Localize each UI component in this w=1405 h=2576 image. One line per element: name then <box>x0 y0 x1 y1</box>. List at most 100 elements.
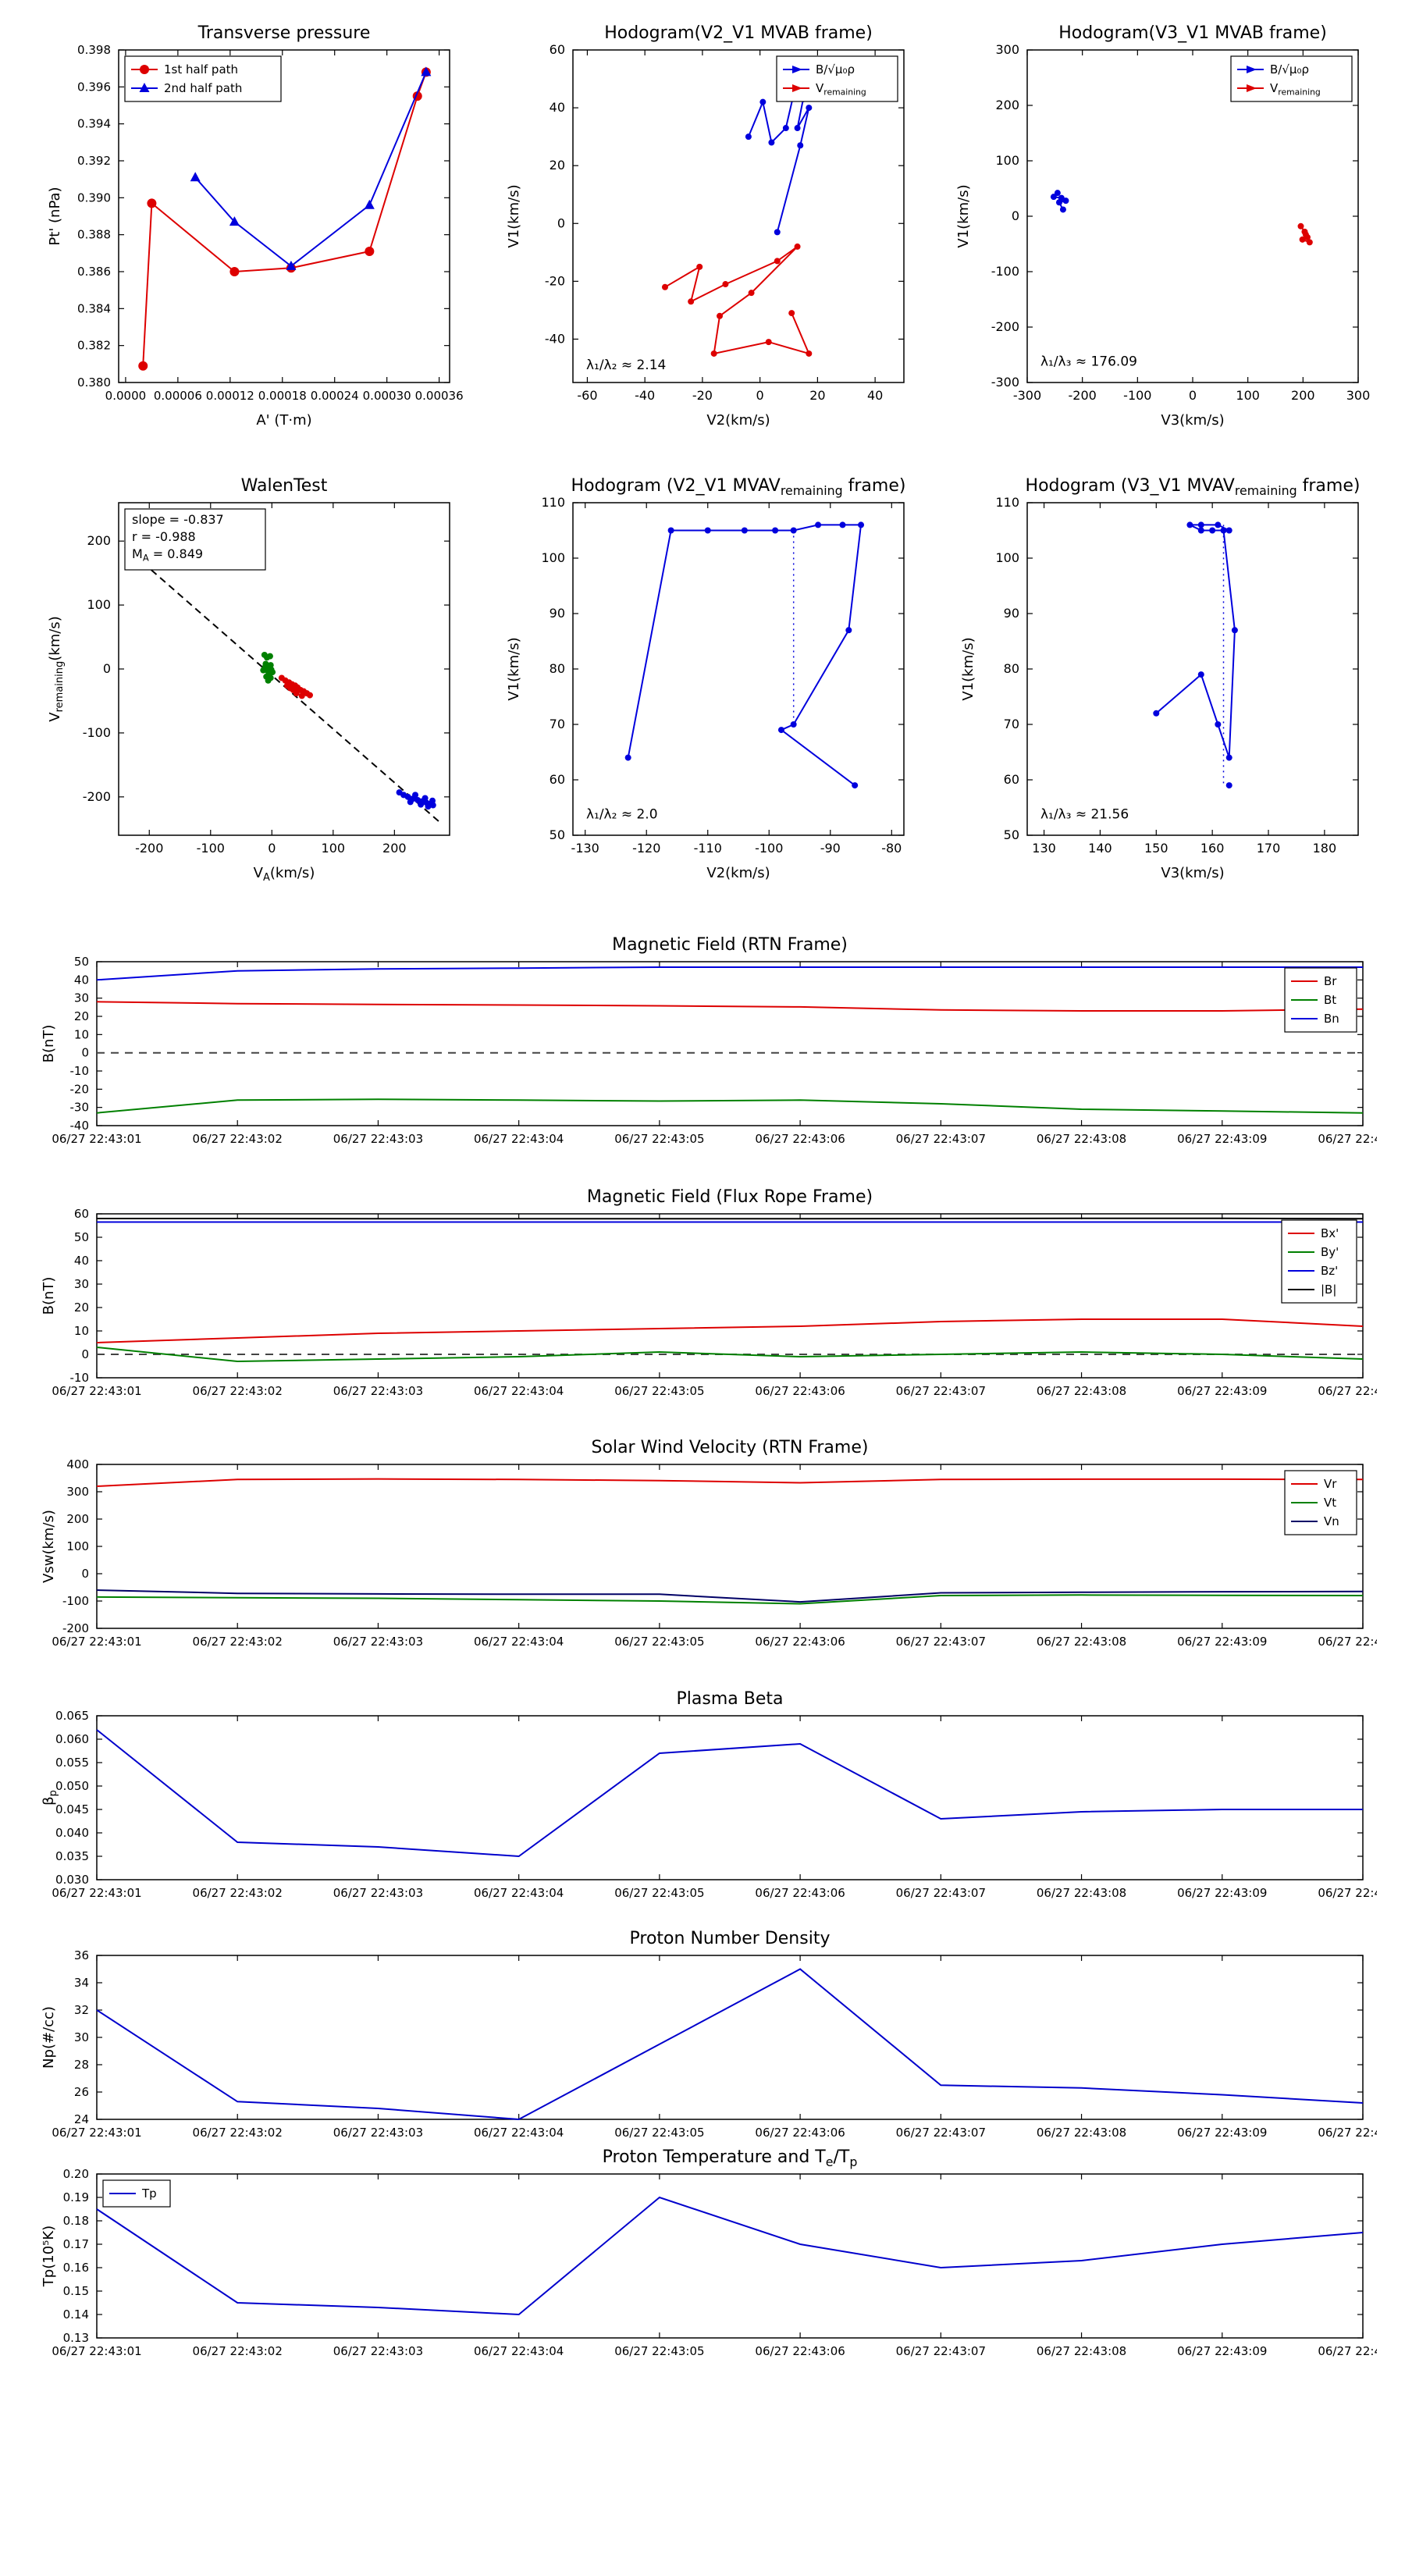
svg-text:100: 100 <box>87 597 111 612</box>
chart-svg: 06/27 22:43:01 06/27 22:43:02 06/27 22:43:… <box>41 2147 1377 2358</box>
svg-text:0: 0 <box>557 215 565 230</box>
svg-text:V1(km/s): V1(km/s) <box>506 637 522 700</box>
svg-text:150: 150 <box>1144 841 1168 856</box>
svg-text:06/27 22:43:08: 06/27 22:43:08 <box>1037 1132 1126 1146</box>
svg-text:50: 50 <box>1004 827 1019 842</box>
svg-text:06/27 22:43:07: 06/27 22:43:07 <box>896 1384 986 1398</box>
svg-text:0.386: 0.386 <box>77 265 111 279</box>
svg-text:06/27 22:43:02: 06/27 22:43:02 <box>193 2344 283 2358</box>
svg-text:Vr: Vr <box>1324 1477 1337 1491</box>
svg-text:20: 20 <box>74 1009 89 1023</box>
plasma-beta-panel: 06/27 22:43:01 06/27 22:43:02 06/27 22:43:… <box>28 1685 1377 1919</box>
svg-text:0.14: 0.14 <box>63 2307 89 2322</box>
svg-text:Bx': Bx' <box>1321 1226 1339 1240</box>
svg-text:60: 60 <box>1004 772 1019 787</box>
svg-text:06/27 22:43:05: 06/27 22:43:05 <box>614 2344 704 2358</box>
svg-text:|B|: |B| <box>1321 1283 1336 1297</box>
svg-text:-80: -80 <box>881 841 902 856</box>
chart-svg: 06/27 22:43:01 06/27 22:43:02 06/27 22:43:… <box>41 935 1377 1146</box>
svg-text:06/27 22:43:10: 06/27 22:43:10 <box>1318 1635 1377 1649</box>
svg-text:0.392: 0.392 <box>77 154 111 168</box>
svg-text:0.380: 0.380 <box>77 375 111 390</box>
svg-text:0.394: 0.394 <box>77 117 111 131</box>
svg-text:0.030: 0.030 <box>55 1873 89 1887</box>
svg-text:06/27 22:43:06: 06/27 22:43:06 <box>755 1635 845 1649</box>
svg-text:60: 60 <box>74 1207 89 1221</box>
svg-text:0.390: 0.390 <box>77 190 111 205</box>
chart-svg: -300 -200 -100 0 100 200 300 -300 -200 -100 0 100 20… <box>955 23 1370 429</box>
svg-text:06/27 22:43:04: 06/27 22:43:04 <box>474 2126 564 2140</box>
svg-text:100: 100 <box>322 841 346 856</box>
svg-text:34: 34 <box>74 1976 89 1990</box>
chart-svg: 130 140 150 160 170 180 50 60 70 80 90 100 110 Hodogr… <box>960 476 1360 881</box>
svg-text:Magnetic Field (RTN Frame): Magnetic Field (RTN Frame) <box>612 935 848 955</box>
svg-text:V3(km/s): V3(km/s) <box>1161 865 1224 881</box>
svg-text:V2(km/s): V2(km/s) <box>706 412 770 429</box>
svg-text:-100: -100 <box>991 264 1019 279</box>
walen-test-plot: -200 -100 0 100 200 -200 -100 0 100 200 WalenTest V… <box>31 462 468 890</box>
svg-text:06/27 22:43:04: 06/27 22:43:04 <box>474 1384 564 1398</box>
svg-text:-30: -30 <box>70 1101 90 1115</box>
svg-text:06/27 22:43:04: 06/27 22:43:04 <box>474 1132 564 1146</box>
svg-text:0.19: 0.19 <box>63 2190 89 2204</box>
svg-text:06/27 22:43:05: 06/27 22:43:05 <box>614 1635 704 1649</box>
magnetic-field-rtn-panel: 06/27 22:43:01 06/27 22:43:02 06/27 22:43:… <box>28 930 1377 1165</box>
svg-text:10: 10 <box>74 1027 89 1041</box>
svg-text:slope = -0.837: slope = -0.837 <box>132 512 224 527</box>
svg-text:06/27 22:43:05: 06/27 22:43:05 <box>614 1132 704 1146</box>
svg-text:80: 80 <box>550 661 565 676</box>
svg-text:-40: -40 <box>635 388 655 403</box>
svg-text:06/27 22:43:03: 06/27 22:43:03 <box>333 1132 423 1146</box>
svg-text:V2(km/s): V2(km/s) <box>706 865 770 881</box>
svg-text:06/27 22:43:01: 06/27 22:43:01 <box>52 1635 141 1649</box>
chart-svg: -130 -120 -110 -100 -90 -80 50 60 70 80 90 100 110 Ho… <box>506 476 905 881</box>
svg-text:130: 130 <box>1032 841 1056 856</box>
svg-text:06/27 22:43:02: 06/27 22:43:02 <box>193 2126 283 2140</box>
magnetic-field-flux-rope-panel: 06/27 22:43:01 06/27 22:43:02 06/27 22:43:… <box>28 1183 1377 1417</box>
svg-text:0.20: 0.20 <box>63 2167 89 2181</box>
svg-text:06/27 22:43:01: 06/27 22:43:01 <box>52 1132 141 1146</box>
proton-temperature-panel: 06/27 22:43:01 06/27 22:43:02 06/27 22:43:… <box>28 2143 1377 2377</box>
svg-text:-130: -130 <box>571 841 599 856</box>
svg-text:36: 36 <box>74 1948 89 1962</box>
svg-text:0.18: 0.18 <box>63 2214 89 2228</box>
svg-text:90: 90 <box>550 606 565 621</box>
svg-text:Vremaining: Vremaining <box>816 81 866 97</box>
proton-number-density-panel: 06/27 22:43:01 06/27 22:43:02 06/27 22:43:… <box>28 1924 1377 2158</box>
svg-text:06/27 22:43:03: 06/27 22:43:03 <box>333 2344 423 2358</box>
svg-text:40: 40 <box>867 388 883 403</box>
svg-text:1st half path: 1st half path <box>164 62 238 76</box>
svg-text:Vsw(km/s): Vsw(km/s) <box>41 1510 57 1583</box>
svg-text:Br: Br <box>1324 974 1337 988</box>
svg-text:06/27 22:43:08: 06/27 22:43:08 <box>1037 1635 1126 1649</box>
svg-text:06/27 22:43:07: 06/27 22:43:07 <box>896 1635 986 1649</box>
svg-text:0.050: 0.050 <box>55 1779 89 1793</box>
svg-text:60: 60 <box>550 42 565 57</box>
svg-text:06/27 22:43:03: 06/27 22:43:03 <box>333 2126 423 2140</box>
svg-text:06/27 22:43:01: 06/27 22:43:01 <box>52 1384 141 1398</box>
svg-text:70: 70 <box>1004 717 1019 731</box>
svg-text:06/27 22:43:05: 06/27 22:43:05 <box>614 2126 704 2140</box>
svg-text:-300: -300 <box>1013 388 1041 403</box>
svg-text:06/27 22:43:09: 06/27 22:43:09 <box>1177 2344 1267 2358</box>
svg-text:-10: -10 <box>70 1371 90 1385</box>
svg-text:30: 30 <box>74 2030 89 2044</box>
svg-text:-40: -40 <box>70 1119 90 1133</box>
svg-text:06/27 22:43:05: 06/27 22:43:05 <box>614 1886 704 1900</box>
svg-text:λ₁/λ₂ ≈ 2.14: λ₁/λ₂ ≈ 2.14 <box>586 358 666 373</box>
svg-text:Vremaining(km/s): Vremaining(km/s) <box>47 616 66 721</box>
svg-text:06/27 22:43:07: 06/27 22:43:07 <box>896 1132 986 1146</box>
svg-text:100: 100 <box>1236 388 1260 403</box>
svg-text:-200: -200 <box>83 789 111 804</box>
hodogram-v2v1-mvab-plot: -60 -40 -20 0 20 40 -40 -20 0 20 40 60 Hodogram(V2_V… <box>486 9 923 437</box>
svg-text:Vt: Vt <box>1324 1496 1336 1510</box>
svg-text:Bt: Bt <box>1324 993 1336 1007</box>
svg-text:Pt' (nPa): Pt' (nPa) <box>47 187 63 245</box>
hodogram-v2v1-mvav-plot: -130 -120 -110 -100 -90 -80 50 60 70 80 90 100 110 Ho… <box>486 462 923 890</box>
chart-svg: 06/27 22:43:01 06/27 22:43:02 06/27 22:43:… <box>41 1689 1377 1900</box>
svg-text:06/27 22:43:08: 06/27 22:43:08 <box>1037 1384 1126 1398</box>
svg-text:VA(km/s): VA(km/s) <box>254 865 315 884</box>
svg-text:B/√μ₀ρ: B/√μ₀ρ <box>1270 62 1309 76</box>
svg-text:06/27 22:43:07: 06/27 22:43:07 <box>896 2344 986 2358</box>
svg-text:0.396: 0.396 <box>77 80 111 94</box>
